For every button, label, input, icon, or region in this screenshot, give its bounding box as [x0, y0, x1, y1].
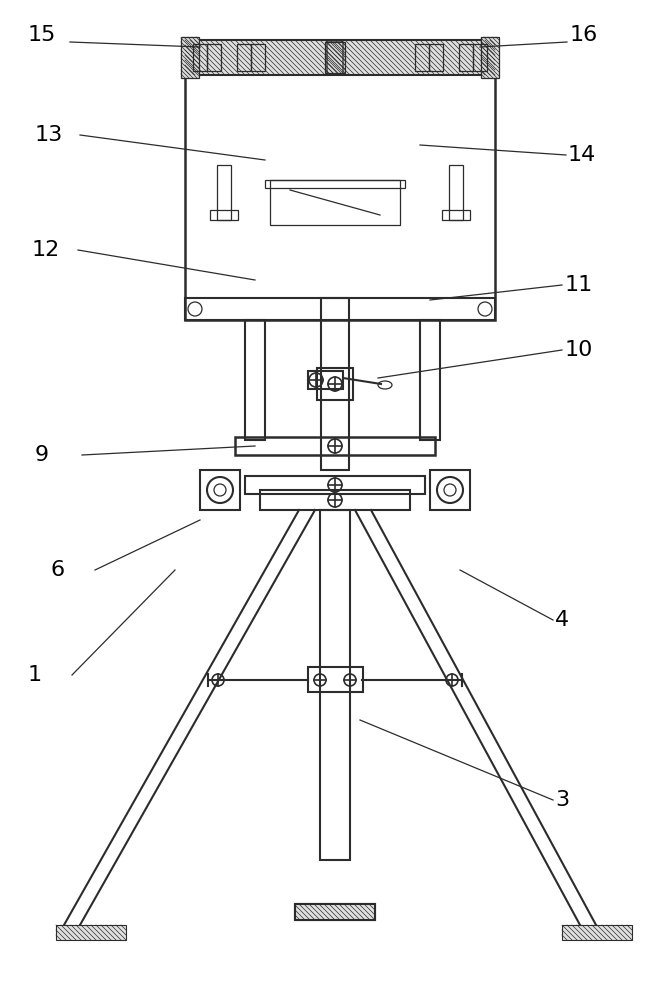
Bar [200, 470, 240, 510]
Bar [481, 37, 499, 78]
Bar [295, 904, 375, 920]
Text: 16: 16 [570, 25, 598, 45]
Bar [237, 44, 251, 71]
Bar [235, 437, 435, 455]
Bar [295, 904, 375, 920]
Bar [185, 40, 495, 320]
Text: 11: 11 [565, 275, 593, 295]
Bar [317, 368, 353, 400]
Bar [260, 490, 410, 510]
Text: 10: 10 [565, 340, 594, 360]
Bar [320, 510, 350, 860]
Bar [308, 667, 363, 692]
Bar [193, 44, 207, 71]
Text: 14: 14 [568, 145, 596, 165]
Text: 13: 13 [35, 125, 63, 145]
Bar [420, 320, 440, 440]
Bar [473, 44, 487, 71]
Bar [185, 298, 495, 320]
Bar [459, 44, 473, 71]
Bar [442, 210, 470, 220]
Bar [56, 925, 126, 940]
Bar [265, 180, 405, 188]
Bar [210, 210, 238, 220]
Bar [430, 470, 470, 510]
Text: 4: 4 [555, 610, 569, 630]
Bar [562, 925, 632, 940]
Bar [245, 320, 265, 440]
Bar [308, 371, 343, 389]
Text: 9: 9 [35, 445, 49, 465]
Bar [207, 44, 221, 71]
Text: 3: 3 [555, 790, 569, 810]
Bar [415, 44, 429, 71]
Bar [429, 44, 443, 71]
Bar [181, 37, 199, 78]
Bar [449, 165, 463, 220]
Bar [217, 165, 231, 220]
Text: 1: 1 [28, 665, 42, 685]
Bar [245, 476, 425, 494]
Text: 6: 6 [50, 560, 64, 580]
Bar [185, 40, 495, 75]
Bar [270, 180, 400, 225]
Bar [321, 298, 349, 470]
Text: 12: 12 [32, 240, 60, 260]
Bar [251, 44, 265, 71]
Text: 15: 15 [28, 25, 56, 45]
Bar [325, 42, 345, 73]
